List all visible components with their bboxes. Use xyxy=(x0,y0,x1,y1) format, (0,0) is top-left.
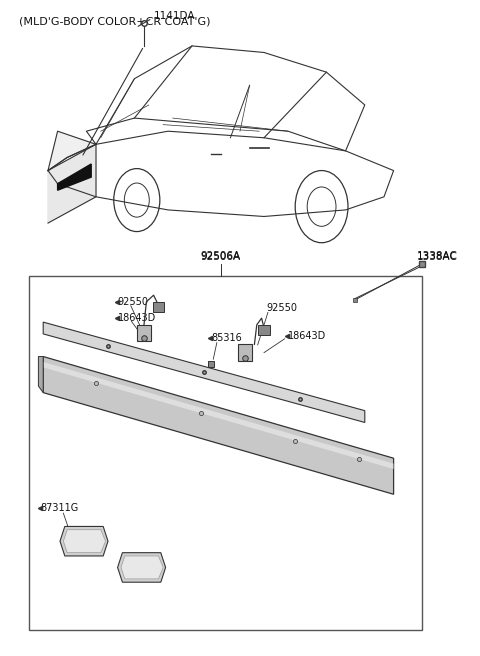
Polygon shape xyxy=(43,322,365,422)
Text: 92506A: 92506A xyxy=(201,253,241,262)
Polygon shape xyxy=(153,302,164,312)
Text: 18643D: 18643D xyxy=(118,312,156,323)
Text: 92550: 92550 xyxy=(118,297,149,307)
Polygon shape xyxy=(48,144,96,223)
Polygon shape xyxy=(258,325,270,335)
Polygon shape xyxy=(63,530,106,552)
Polygon shape xyxy=(38,357,43,392)
Polygon shape xyxy=(118,552,166,583)
Polygon shape xyxy=(43,357,394,495)
Polygon shape xyxy=(121,556,163,579)
Text: 92550: 92550 xyxy=(266,303,298,314)
Text: (MLD'G-BODY COLOR+CR COAT'G): (MLD'G-BODY COLOR+CR COAT'G) xyxy=(19,16,211,26)
Polygon shape xyxy=(48,131,96,171)
Polygon shape xyxy=(58,164,91,190)
Text: 1141DA: 1141DA xyxy=(154,11,195,22)
Polygon shape xyxy=(137,325,151,341)
Polygon shape xyxy=(238,344,252,361)
Text: 87311G: 87311G xyxy=(41,503,79,514)
Polygon shape xyxy=(60,526,108,556)
Text: 92506A: 92506A xyxy=(201,251,241,261)
Text: 1338AC: 1338AC xyxy=(416,253,457,262)
Polygon shape xyxy=(43,362,394,469)
Bar xyxy=(29,276,422,630)
Text: 85316: 85316 xyxy=(211,333,242,344)
Text: 18643D: 18643D xyxy=(288,331,326,341)
Text: 1338AC: 1338AC xyxy=(416,251,457,261)
